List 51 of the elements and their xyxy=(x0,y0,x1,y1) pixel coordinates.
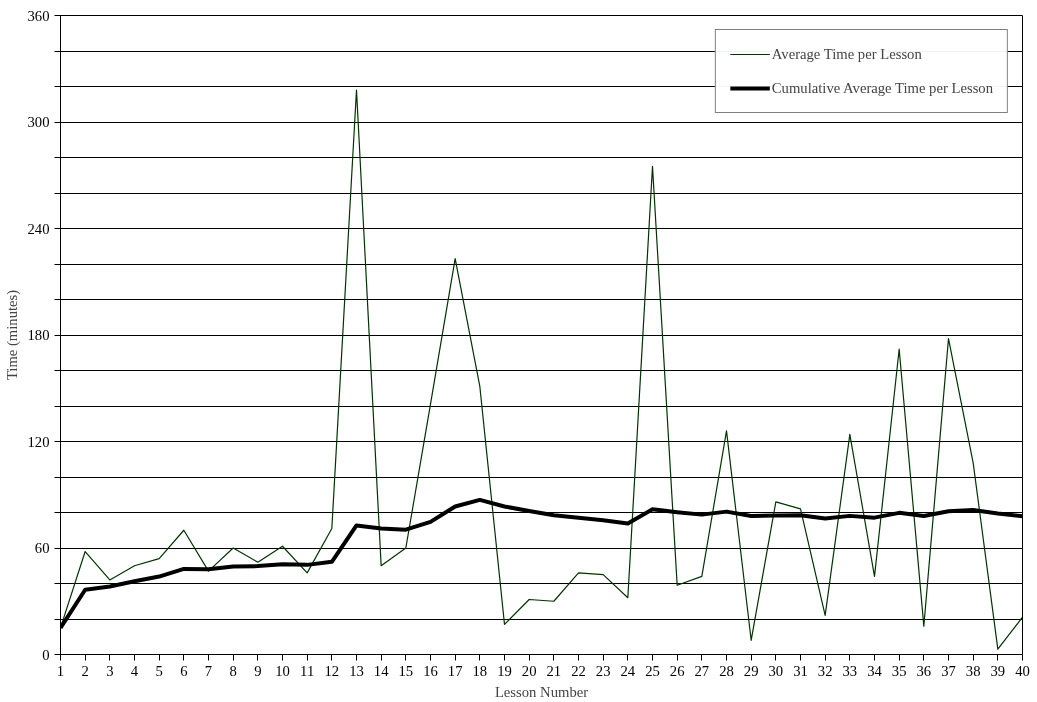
legend-label: Average Time per Lesson xyxy=(771,45,922,63)
x-tick-label: 35 xyxy=(891,662,907,679)
x-tick-label: 40 xyxy=(1015,662,1030,679)
x-tick-label: 34 xyxy=(867,662,883,679)
x-tick-label: 23 xyxy=(595,662,611,679)
legend-label: Cumulative Average Time per Lesson xyxy=(771,79,993,97)
x-tick-label: 39 xyxy=(990,662,1006,679)
x-tick-label: 1 xyxy=(56,662,65,679)
x-tick-label: 30 xyxy=(768,662,784,679)
x-tick-label: 31 xyxy=(793,662,808,679)
x-tick-label: 17 xyxy=(447,662,463,679)
y-axis-title: Time (minutes) xyxy=(3,289,21,381)
y-tick-label: 180 xyxy=(27,327,50,343)
x-tick-label: 29 xyxy=(743,662,759,679)
x-tick-label: 27 xyxy=(694,662,710,679)
x-tick-label: 8 xyxy=(229,662,237,679)
x-tick-label: 37 xyxy=(941,662,956,679)
y-tick-label: 240 xyxy=(27,220,50,237)
x-tick-label: 5 xyxy=(155,662,163,679)
x-tick-label: 3 xyxy=(106,662,114,679)
x-tick-label: 9 xyxy=(254,662,262,679)
x-axis-title: Lesson Number xyxy=(494,683,589,700)
x-tick-label: 14 xyxy=(373,662,390,679)
x-tick-label: 13 xyxy=(349,662,364,679)
y-tick-label: 360 xyxy=(27,7,50,24)
x-tick-label: 10 xyxy=(275,662,290,679)
x-tick-label: 4 xyxy=(130,662,139,679)
x-tick-label: 16 xyxy=(423,662,438,679)
x-tick-label: 7 xyxy=(204,662,213,679)
x-tick-label: 15 xyxy=(398,662,414,679)
y-tick-label: 300 xyxy=(27,114,50,130)
x-tick-label: 38 xyxy=(965,662,981,679)
x-tick-label: 32 xyxy=(817,662,833,679)
x-tick-label: 33 xyxy=(842,662,858,679)
y-tick-label: 60 xyxy=(34,540,50,556)
x-tick-label: 24 xyxy=(620,662,636,679)
x-tick-label: 20 xyxy=(521,662,537,679)
x-tick-label: 25 xyxy=(645,662,660,679)
x-tick-label: 19 xyxy=(497,662,512,679)
x-tick-label: 2 xyxy=(81,662,89,679)
x-tick-label: 6 xyxy=(180,662,188,679)
x-tick-label: 26 xyxy=(669,662,685,679)
x-tick-label: 28 xyxy=(719,662,734,679)
x-tick-label: 36 xyxy=(916,662,932,679)
x-tick-label: 18 xyxy=(472,662,488,679)
x-tick-label: 12 xyxy=(324,662,340,679)
x-tick-label: 11 xyxy=(300,662,315,679)
y-tick-label: 120 xyxy=(27,433,50,450)
y-tick-label: 0 xyxy=(42,646,50,663)
x-tick-label: 21 xyxy=(546,662,562,679)
x-tick-label: 22 xyxy=(571,662,586,679)
